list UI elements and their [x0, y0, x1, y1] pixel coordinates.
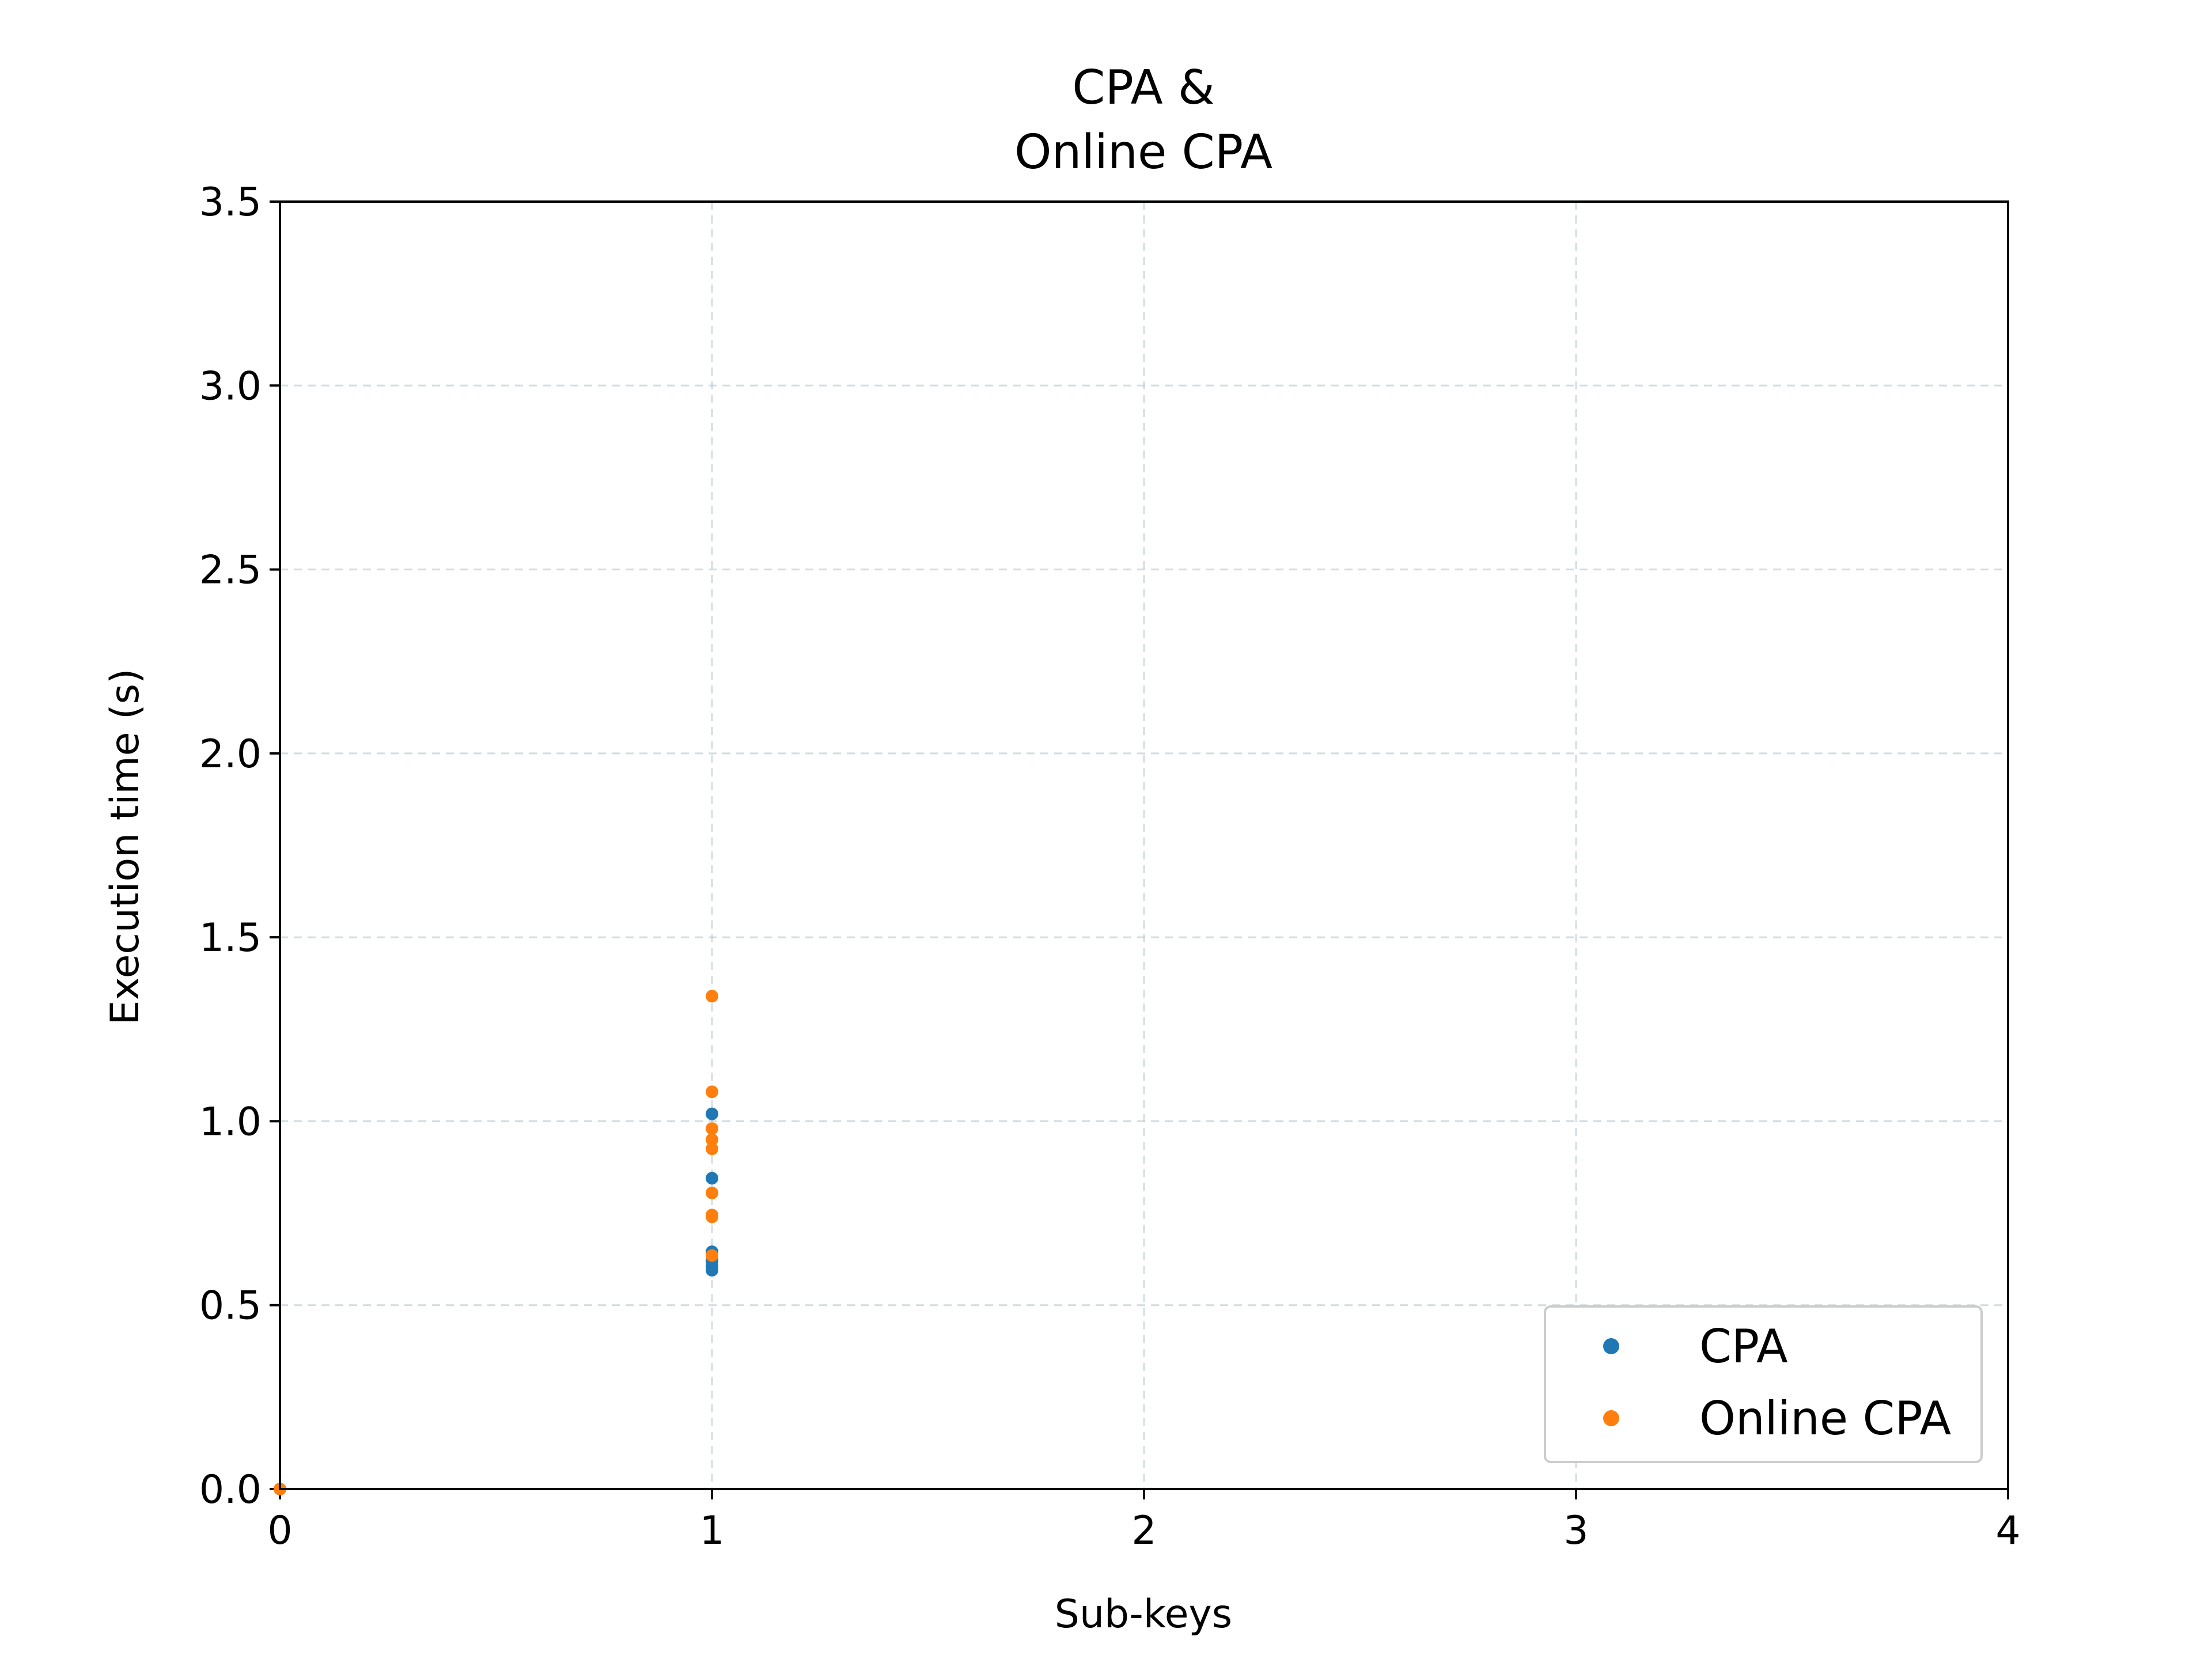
- point-online-cpa: [706, 1122, 718, 1135]
- y-tick-label: 1.5: [199, 915, 262, 961]
- chart-title-line-2: Online CPA: [1014, 125, 1272, 180]
- legend-label-cpa: CPA: [1699, 1320, 1788, 1373]
- x-tick-label: 0: [267, 1508, 292, 1554]
- legend-marker-online-cpa: [1603, 1410, 1619, 1426]
- y-tick-label: 2.0: [199, 732, 262, 777]
- point-cpa: [706, 1172, 718, 1185]
- x-axis-label: Sub-keys: [1055, 1592, 1232, 1637]
- point-cpa: [706, 1264, 718, 1277]
- y-tick-label: 2.5: [199, 548, 262, 593]
- point-online-cpa: [706, 1133, 718, 1146]
- point-online-cpa: [706, 1142, 718, 1156]
- y-tick-label: 0.5: [199, 1283, 262, 1329]
- point-online-cpa: [706, 1210, 718, 1224]
- x-tick-label: 3: [1563, 1508, 1588, 1554]
- y-tick-label: 1.0: [199, 1099, 262, 1145]
- x-tick-label: 2: [1131, 1508, 1156, 1554]
- chart-title-line-1: CPA &: [1072, 60, 1215, 115]
- x-tick-label: 4: [1995, 1508, 2020, 1554]
- point-online-cpa: [706, 1186, 718, 1199]
- legend-box: [1544, 1305, 1983, 1463]
- point-cpa: [706, 1107, 718, 1120]
- plot-frame: [279, 200, 2009, 1490]
- y-tick-label: 3.0: [199, 363, 262, 409]
- legend-marker-cpa: [1603, 1338, 1619, 1354]
- legend: CPA Online CPA: [1544, 1305, 1983, 1463]
- y-axis-label: Execution time (s): [103, 668, 148, 1025]
- y-tick-label: 0.0: [199, 1467, 262, 1513]
- point-online-cpa: [706, 1249, 718, 1262]
- legend-label-online-cpa: Online CPA: [1699, 1392, 1951, 1445]
- point-online-cpa: [706, 990, 718, 1003]
- y-tick-label: 3.5: [199, 180, 262, 225]
- point-online-cpa: [706, 1085, 718, 1099]
- axis-ticks: 0 1 2 3 4 0.0 0.5 1.0 1.5 2.0 2.5 3.0 3.5: [199, 180, 2021, 1554]
- grid: [280, 202, 2008, 1489]
- x-tick-label: 1: [699, 1508, 724, 1554]
